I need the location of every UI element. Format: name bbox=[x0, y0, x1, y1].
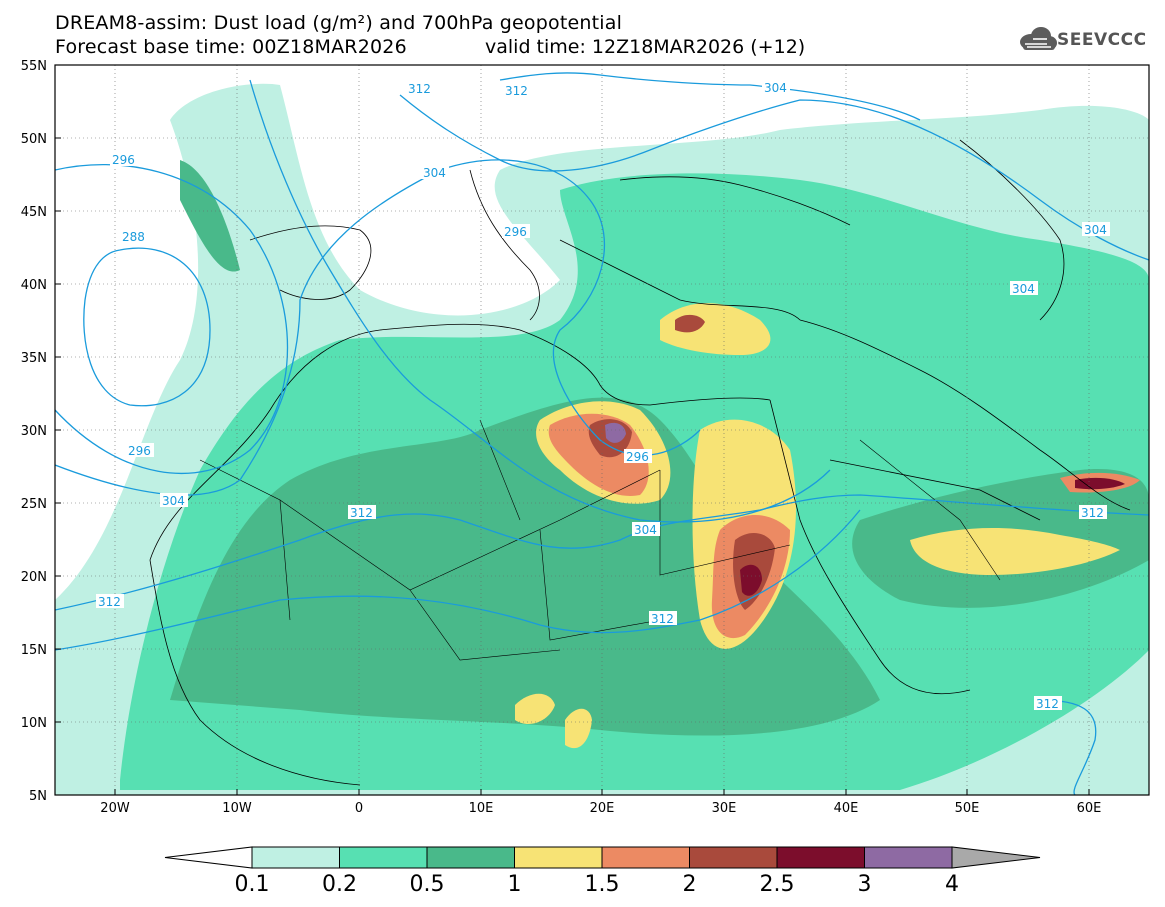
svg-text:304: 304 bbox=[1084, 223, 1107, 237]
svg-text:312: 312 bbox=[1081, 506, 1104, 520]
contour-labels: 312 312 304 296 304 288 296 296 304 296 … bbox=[96, 80, 1110, 711]
svg-text:312: 312 bbox=[408, 82, 431, 96]
contour-label: 312 bbox=[96, 594, 124, 609]
contour-label: 304 bbox=[160, 493, 188, 508]
contour-label: 312 bbox=[348, 505, 376, 520]
svg-text:304: 304 bbox=[1012, 282, 1035, 296]
colorbar-swatch bbox=[601, 846, 690, 869]
contour-label: 312 bbox=[1034, 696, 1062, 711]
lon-tick-labels: 20W 10W 0 10E 20E 30E 40E 50E 60E bbox=[100, 801, 1101, 816]
lon-tick-label: 20W bbox=[100, 801, 130, 816]
colorbar-swatch bbox=[426, 846, 515, 869]
svg-text:296: 296 bbox=[112, 153, 135, 167]
contour-label: 312 bbox=[503, 83, 531, 98]
map-title: DREAM8-assim: Dust load (g/m²) and 700hP… bbox=[55, 12, 623, 34]
dust-field bbox=[55, 65, 1149, 795]
lat-tick-label: 10N bbox=[21, 716, 47, 731]
colorbar-swatch bbox=[776, 846, 865, 869]
svg-text:296: 296 bbox=[504, 225, 527, 239]
lat-tick-label: 55N bbox=[21, 59, 47, 74]
contour-label: 304 bbox=[421, 165, 449, 180]
colorbar-label: 0.1 bbox=[234, 872, 270, 897]
colorbar-swatch bbox=[514, 846, 603, 869]
lat-tick-label: 30N bbox=[21, 424, 47, 439]
lon-tick-label: 20E bbox=[590, 801, 615, 816]
colorbar-label: 1.5 bbox=[584, 872, 620, 897]
colorbar-label: 2 bbox=[682, 872, 697, 897]
lon-tick-label: 30E bbox=[712, 801, 737, 816]
contour-label: 296 bbox=[110, 152, 138, 167]
lon-tick-label: 0 bbox=[355, 801, 363, 816]
svg-text:304: 304 bbox=[634, 523, 657, 537]
dust-band-1 bbox=[910, 528, 1120, 575]
contour-label: 288 bbox=[120, 229, 148, 244]
valid-time: valid time: 12Z18MAR2026 (+12) bbox=[485, 36, 806, 58]
colorbar bbox=[164, 846, 1041, 869]
axis-ticks bbox=[55, 64, 1090, 796]
colorbar-min-arrow bbox=[164, 846, 253, 869]
colorbar-swatch bbox=[864, 846, 953, 869]
lat-tick-label: 5N bbox=[29, 789, 47, 804]
lon-tick-label: 50E bbox=[955, 801, 980, 816]
lat-tick-label: 20N bbox=[21, 570, 47, 585]
lat-tick-label: 15N bbox=[21, 643, 47, 658]
colorbar-label: 3 bbox=[857, 872, 872, 897]
colorbar-label: 0.2 bbox=[322, 872, 357, 897]
dust-band-3 bbox=[605, 422, 626, 443]
colorbar-label: 2.5 bbox=[759, 872, 795, 897]
dust-band-2 bbox=[675, 314, 705, 333]
colorbar-label: 1 bbox=[507, 872, 522, 897]
lon-tick-label: 40E bbox=[834, 801, 859, 816]
colorbar-label: 4 bbox=[945, 872, 959, 897]
svg-text:304: 304 bbox=[162, 494, 185, 508]
dust-band-0-5 bbox=[180, 160, 240, 272]
svg-text:312: 312 bbox=[350, 506, 373, 520]
contour-label: 312 bbox=[649, 611, 677, 626]
colorbar-swatch bbox=[339, 846, 428, 869]
contour-label: 312 bbox=[406, 81, 431, 96]
contour-label: 296 bbox=[502, 224, 530, 239]
lat-tick-label: 50N bbox=[21, 132, 47, 147]
svg-text:288: 288 bbox=[122, 230, 145, 244]
svg-text:296: 296 bbox=[626, 450, 649, 464]
contour-label: 304 bbox=[1082, 222, 1110, 237]
lon-tick-label: 10E bbox=[469, 801, 494, 816]
cloud-logo-icon bbox=[1020, 27, 1057, 50]
lon-tick-label: 10W bbox=[222, 801, 252, 816]
dust-band-1 bbox=[565, 708, 592, 749]
svg-text:312: 312 bbox=[98, 595, 121, 609]
contour-label: 304 bbox=[632, 522, 660, 537]
dust-band-2-5 bbox=[740, 564, 762, 596]
lat-tick-label: 25N bbox=[21, 497, 47, 512]
svg-text:304: 304 bbox=[423, 166, 446, 180]
country-borders bbox=[199, 419, 1001, 661]
colorbar-swatch bbox=[689, 846, 778, 869]
svg-text:312: 312 bbox=[505, 84, 528, 98]
logo-text: SEEVCCC bbox=[1057, 30, 1147, 50]
contour-label: 304 bbox=[1010, 281, 1038, 296]
lat-tick-label: 40N bbox=[21, 278, 47, 293]
contour-label: 312 bbox=[1079, 505, 1107, 520]
svg-text:312: 312 bbox=[651, 612, 674, 626]
geopotential-contours bbox=[55, 72, 1149, 795]
colorbar-label: 0.5 bbox=[409, 872, 445, 897]
forecast-base-time: Forecast base time: 00Z18MAR2026 bbox=[55, 36, 407, 58]
svg-text:312: 312 bbox=[1036, 697, 1059, 711]
contour-label: 304 bbox=[762, 80, 790, 95]
lat-tick-label: 35N bbox=[21, 351, 47, 366]
dust-band-2-5 bbox=[1075, 477, 1125, 490]
lat-tick-labels: 55N 50N 45N 40N 35N 30N 25N 20N 15N 10N … bbox=[21, 59, 47, 804]
svg-text:296: 296 bbox=[128, 444, 151, 458]
lat-tick-label: 45N bbox=[21, 205, 47, 220]
colorbar-swatch bbox=[251, 846, 340, 869]
contour-label: 296 bbox=[126, 443, 154, 458]
contour-label: 296 bbox=[624, 449, 652, 464]
coastlines bbox=[149, 139, 1131, 786]
colorbar-max-arrow bbox=[951, 846, 1041, 869]
gridlines bbox=[55, 65, 1149, 795]
svg-text:304: 304 bbox=[764, 81, 787, 95]
lon-tick-label: 60E bbox=[1077, 801, 1102, 816]
dust-band-1 bbox=[515, 693, 555, 725]
